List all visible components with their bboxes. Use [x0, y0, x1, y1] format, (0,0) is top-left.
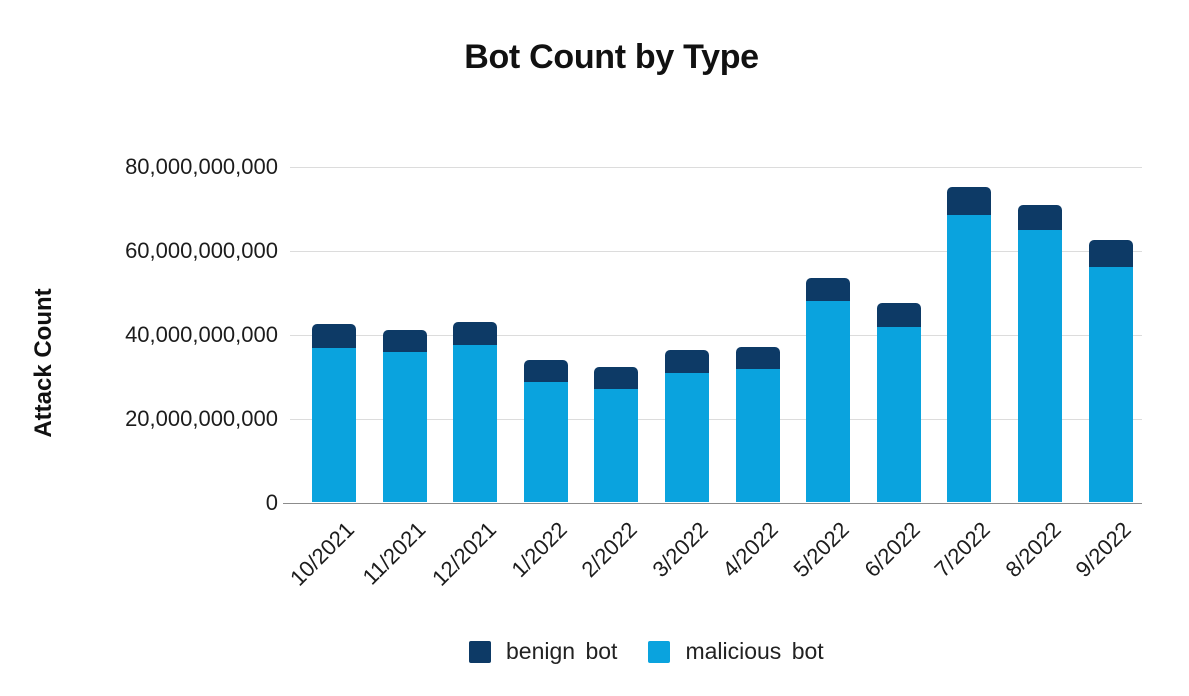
gridline: [290, 250, 1142, 252]
bar-segment-malicious-bot: [735, 369, 780, 502]
legend-swatch-benign-bot: [469, 640, 491, 663]
bar-segment-benign-bot: [382, 329, 427, 352]
bar-4-2022: [735, 347, 780, 502]
bar-segment-benign-bot: [947, 186, 992, 215]
gridline: [290, 334, 1142, 336]
bar-segment-benign-bot: [1088, 239, 1133, 268]
bar-segment-malicious-bot: [523, 381, 568, 502]
bar-11-2021: [382, 329, 427, 502]
x-axis-line: [283, 502, 1142, 504]
x-tick-label: 4/2022: [717, 516, 784, 583]
bar-3-2022: [665, 349, 709, 502]
bar-segment-benign-bot: [876, 303, 921, 328]
bar-segment-malicious-bot: [665, 373, 709, 502]
bar-segment-benign-bot: [523, 360, 568, 382]
x-tick-label: 2/2022: [576, 516, 642, 583]
chart-title: Bot Count by Type: [464, 38, 759, 76]
y-tick-label: 80,000,000,000: [125, 154, 278, 179]
bar-segment-benign-bot: [594, 367, 639, 390]
bar-segment-benign-bot: [312, 323, 356, 349]
bar-segment-malicious-bot: [382, 351, 427, 502]
x-tick-label: 11/2021: [357, 516, 431, 590]
y-tick-label: 60,000,000,000: [125, 238, 278, 263]
y-tick-label: 40,000,000,000: [125, 322, 278, 347]
bar-segment-benign-bot: [735, 347, 780, 370]
legend-label-benign-bot: benign bot: [506, 638, 618, 664]
bar-segment-benign-bot: [1018, 204, 1062, 230]
legend-swatch-malicious-bot: [648, 640, 671, 663]
plot-area: [283, 166, 1142, 504]
bar-segment-malicious-bot: [594, 389, 639, 502]
bar-segment-malicious-bot: [806, 301, 851, 502]
bar-segment-benign-bot: [665, 349, 709, 374]
bar-segment-malicious-bot: [1088, 267, 1133, 502]
y-tick-label: 0: [265, 490, 278, 515]
bar-segment-malicious-bot: [1018, 229, 1062, 502]
x-tick-label: 8/2022: [1000, 516, 1066, 583]
bar-7-2022: [947, 186, 992, 502]
x-tick-label: 7/2022: [929, 516, 995, 583]
y-tick-label: 20,000,000,000: [125, 406, 278, 431]
legend: benign bot malicious bot: [469, 638, 824, 665]
x-tick-label: 5/2022: [788, 516, 854, 583]
bar-2-2022: [594, 367, 639, 502]
bar-6-2022: [876, 303, 921, 502]
bar-segment-benign-bot: [806, 278, 851, 302]
bar-segment-malicious-bot: [876, 327, 921, 502]
legend-item-malicious-bot: malicious bot: [648, 638, 824, 665]
bar-10-2021: [312, 323, 356, 502]
x-tick-label: 12/2021: [426, 516, 501, 591]
gridline: [290, 418, 1142, 420]
bar-12-2021: [453, 322, 498, 502]
bar-segment-malicious-bot: [312, 348, 356, 502]
bar-segment-malicious-bot: [453, 344, 498, 502]
x-tick-label: 1/2022: [506, 516, 572, 583]
bar-1-2022: [523, 360, 568, 502]
gridline: [290, 166, 1142, 168]
bar-segment-malicious-bot: [947, 214, 992, 502]
x-tick-label: 3/2022: [647, 516, 713, 583]
x-tick-label: 6/2022: [859, 516, 925, 583]
bar-5-2022: [806, 278, 851, 502]
bar-8-2022: [1018, 204, 1062, 502]
x-tick-label: 9/2022: [1070, 516, 1137, 583]
legend-item-benign-bot: benign bot: [469, 638, 617, 665]
bar-segment-benign-bot: [453, 322, 498, 345]
legend-label-malicious-bot: malicious bot: [685, 638, 824, 664]
bar-9-2022: [1088, 239, 1133, 502]
x-tick-label: 10/2021: [285, 516, 360, 591]
